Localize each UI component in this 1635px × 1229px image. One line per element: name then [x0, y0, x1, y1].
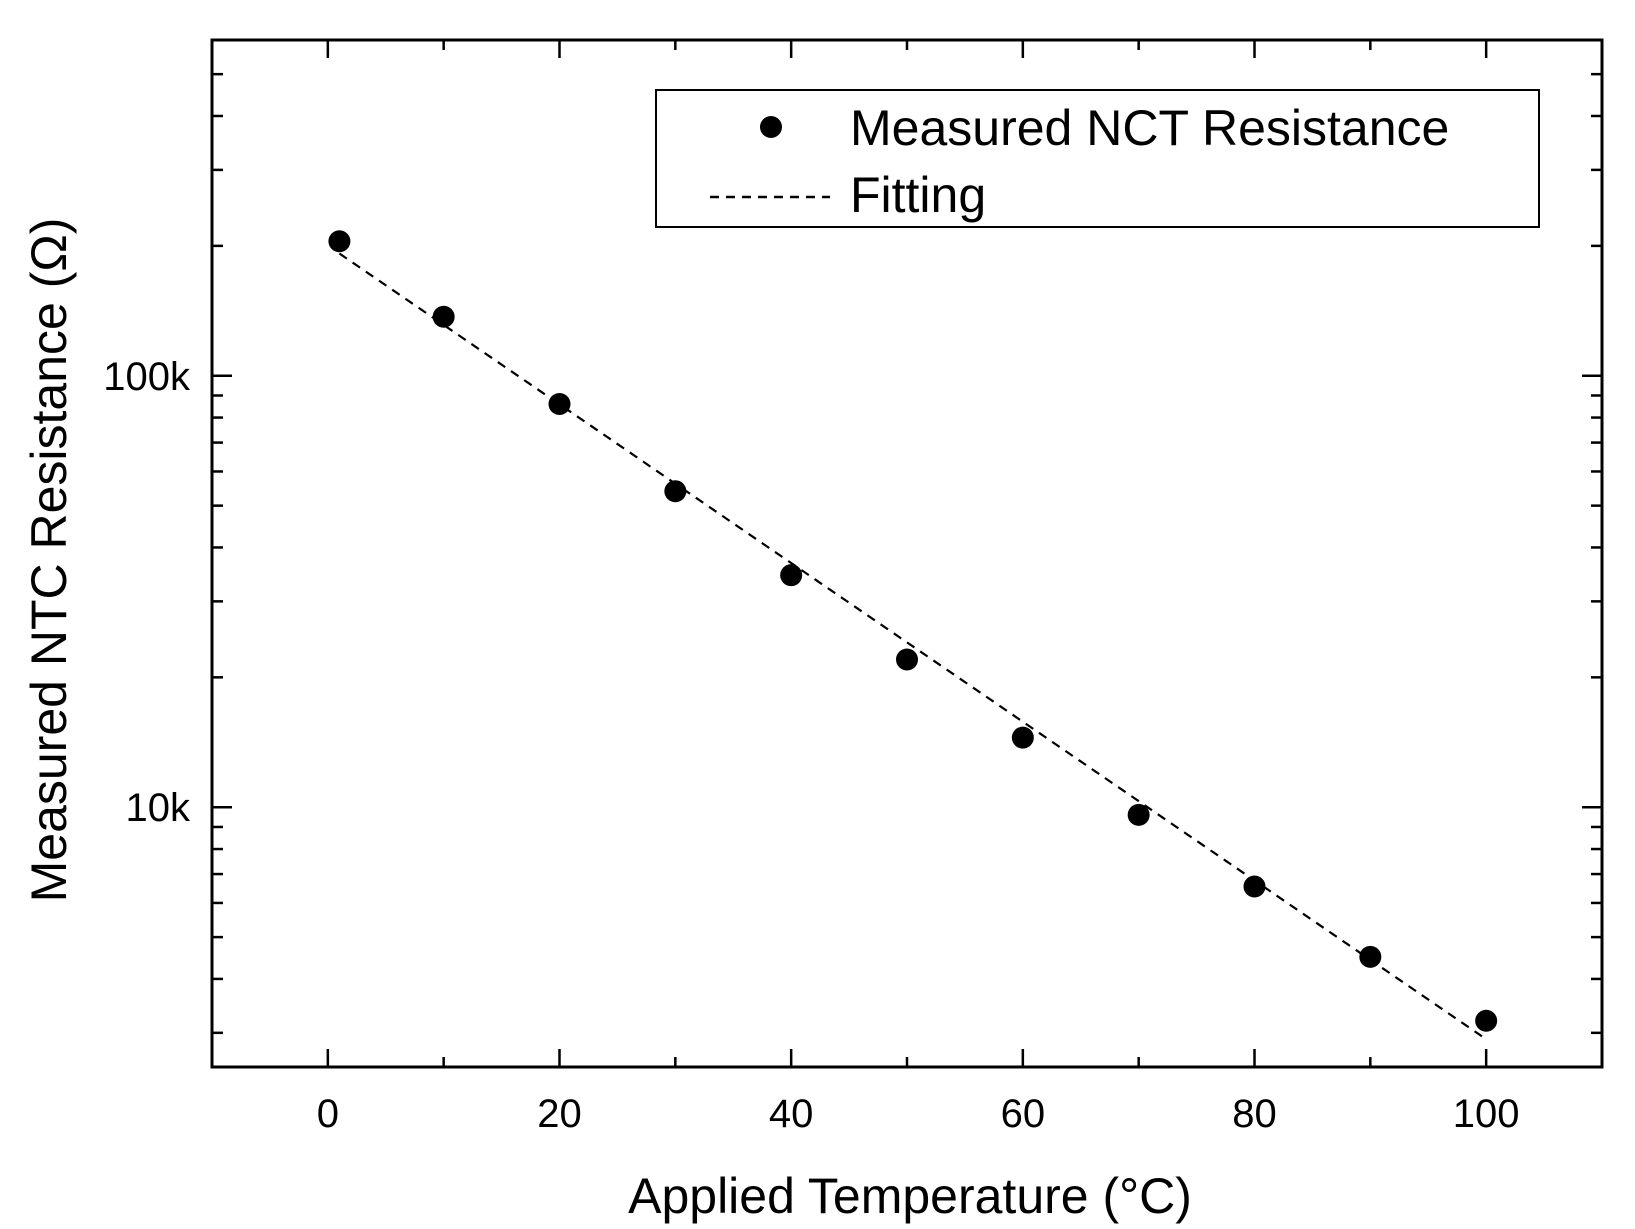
data-point [1127, 803, 1150, 826]
data-point [1011, 726, 1034, 749]
legend: Measured NCT Resistance Fitting [655, 89, 1540, 228]
x-ticks: 0 20 40 60 80 100 [210, 40, 1604, 1136]
x-tick-label: 80 [1232, 1092, 1277, 1136]
x-tick-label: 0 [317, 1092, 339, 1136]
legend-box [655, 89, 1540, 228]
data-point [1243, 875, 1266, 898]
data-point [328, 230, 351, 253]
series-layer [328, 230, 1498, 1041]
data-point [548, 393, 571, 416]
x-tick-label: 100 [1453, 1092, 1520, 1136]
y-tick-label: 10k [126, 786, 191, 830]
data-point [432, 305, 455, 328]
x-axis-title: Applied Temperature (°C) [628, 1168, 1192, 1224]
data-point [780, 564, 803, 587]
y-tick-label: 100k [103, 355, 191, 399]
data-point [896, 648, 918, 671]
legend-label-measured: Measured NCT Resistance [850, 100, 1449, 156]
x-tick-label: 40 [769, 1092, 814, 1136]
data-point [1475, 1009, 1498, 1032]
x-tick-label: 20 [537, 1092, 582, 1136]
y-axis-title: Measured NTC Resistance (Ω) [21, 218, 77, 903]
data-point [664, 480, 687, 503]
y-minor-ticks [212, 38, 1602, 1035]
legend-marker-measured [760, 116, 782, 138]
y-ticks: 10k 100k [103, 355, 1602, 830]
data-point [1359, 945, 1382, 968]
legend-label-fitting: Fitting [850, 167, 986, 223]
fitting-line [338, 252, 1487, 1041]
x-tick-label: 60 [1001, 1092, 1046, 1136]
